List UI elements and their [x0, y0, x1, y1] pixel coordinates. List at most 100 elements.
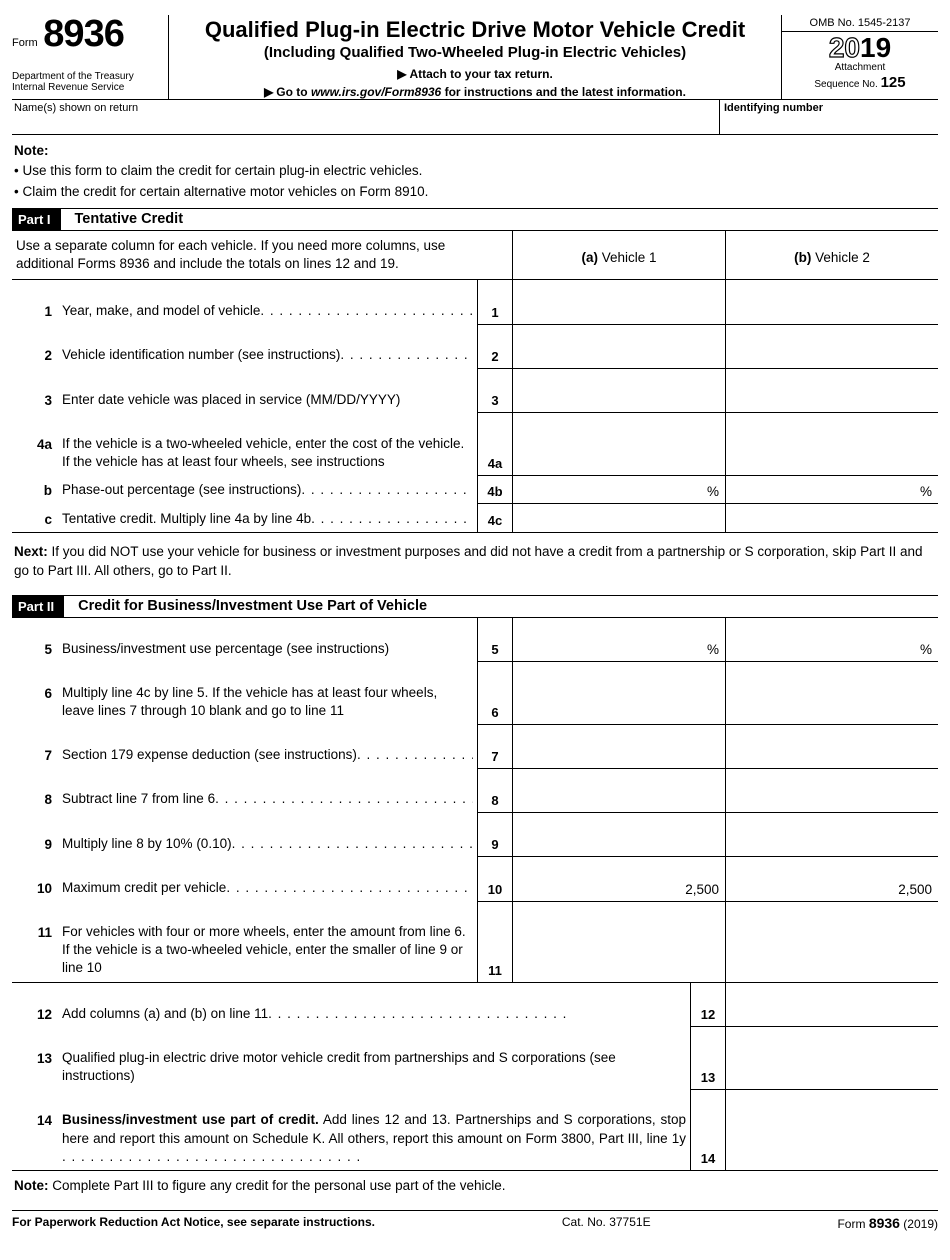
footer-left: For Paperwork Reduction Act Notice, see … — [12, 1215, 375, 1231]
line-4b: b Phase-out percentage (see instructions… — [12, 475, 938, 503]
name-id-row: Name(s) shown on return Identifying numb… — [12, 100, 938, 135]
header-left: Form 8936 Department of the Treasury Int… — [12, 15, 169, 99]
goto-line: ▶Go to www.irs.gov/Form8936 for instruct… — [177, 85, 773, 99]
line-description: Add columns (a) and (b) on line 11 — [62, 983, 691, 1027]
line-ref: 2 — [478, 324, 513, 368]
header-center: Qualified Plug-in Electric Drive Motor V… — [169, 15, 781, 99]
line-4b-vehicle-b[interactable]: % — [726, 475, 939, 503]
line-4c-vehicle-b[interactable] — [726, 504, 939, 533]
line-number: 6 — [12, 662, 62, 724]
name-field[interactable]: Name(s) shown on return — [12, 100, 720, 134]
goto-suffix: for instructions and the latest informat… — [441, 85, 686, 99]
identifying-number-field[interactable]: Identifying number — [720, 100, 938, 134]
line-7-vehicle-a[interactable] — [513, 724, 726, 768]
line-7-vehicle-b[interactable] — [726, 724, 939, 768]
note-lead: Note: — [14, 143, 49, 158]
line-4b-vehicle-a[interactable]: % — [513, 475, 726, 503]
line-5-vehicle-a[interactable]: % — [513, 618, 726, 662]
line-ref: 10 — [478, 857, 513, 901]
part-1-instructions: Use a separate column for each vehicle. … — [12, 231, 478, 280]
goto-url: www.irs.gov/Form8936 — [311, 85, 441, 99]
line-description: Multiply line 8 by 10% (0.10) — [62, 813, 478, 857]
line-description: Enter date vehicle was placed in service… — [62, 369, 478, 413]
line-4a: 4a If the vehicle is a two-wheeled vehic… — [12, 413, 938, 475]
line-ref: 4c — [478, 504, 513, 533]
line-6: 6 Multiply line 4c by line 5. If the veh… — [12, 662, 938, 724]
line-ref: 13 — [691, 1027, 726, 1089]
attachment-sequence: AttachmentSequence No. 125 — [782, 62, 938, 94]
line-4c: c Tentative credit. Multiply line 4a by … — [12, 504, 938, 533]
line-description: If the vehicle is a two-wheeled vehicle,… — [62, 413, 478, 475]
line-ref: 3 — [478, 369, 513, 413]
part-2-header: Part II Credit for Business/Investment U… — [12, 595, 938, 618]
column-b-header: (b) Vehicle 2 — [726, 231, 939, 280]
tax-year: 2019 — [782, 32, 938, 62]
sequence-number: 125 — [881, 74, 906, 91]
line-5-vehicle-b[interactable]: % — [726, 618, 939, 662]
line-4c-vehicle-a[interactable] — [513, 504, 726, 533]
goto-prefix: Go to — [276, 85, 311, 99]
line-7: 7 Section 179 expense deduction (see ins… — [12, 724, 938, 768]
line-number: b — [12, 475, 62, 503]
line-number: 4a — [12, 413, 62, 475]
note-2-lead: Note: — [14, 1178, 49, 1193]
line-9-vehicle-b[interactable] — [726, 813, 939, 857]
dept-line-1: Department of the Treasury — [12, 71, 162, 82]
line-6-vehicle-b[interactable] — [726, 662, 939, 724]
line-number: 7 — [12, 724, 62, 768]
dept-line-2: Internal Revenue Service — [12, 82, 162, 93]
part-1-tag: Part I — [12, 209, 61, 230]
line-description: For vehicles with four or more wheels, e… — [62, 901, 478, 982]
line-3-vehicle-b[interactable] — [726, 369, 939, 413]
part-2-tag: Part II — [12, 596, 64, 617]
line-3-vehicle-a[interactable] — [513, 369, 726, 413]
line-ref: 8 — [478, 768, 513, 812]
next-text: If you did NOT use your vehicle for busi… — [14, 544, 922, 578]
line-1: 1 Year, make, and model of vehicle 1 — [12, 280, 938, 325]
line-14: 14 Business/investment use part of credi… — [12, 1089, 938, 1170]
line-1-vehicle-b[interactable] — [726, 280, 939, 325]
next-note: Next: If you did NOT use your vehicle fo… — [14, 543, 936, 581]
line-13-value[interactable] — [726, 1027, 939, 1089]
sequence-label: Sequence No. — [814, 79, 880, 90]
line-2-vehicle-b[interactable] — [726, 324, 939, 368]
line-8-vehicle-a[interactable] — [513, 768, 726, 812]
line-description: Business/investment use part of credit. … — [62, 1089, 691, 1170]
form-word: Form — [12, 37, 38, 49]
footer-right: Form 8936 (2019) — [837, 1215, 938, 1231]
line-8: 8 Subtract line 7 from line 6 8 — [12, 768, 938, 812]
line-10: 10 Maximum credit per vehicle 10 2,500 2… — [12, 857, 938, 901]
note-bullet-1: • Use this form to claim the credit for … — [14, 163, 422, 178]
line-4a-vehicle-b[interactable] — [726, 413, 939, 475]
line-ref: 14 — [691, 1089, 726, 1170]
line-1-vehicle-a[interactable] — [513, 280, 726, 325]
line-2-vehicle-a[interactable] — [513, 324, 726, 368]
line-description: Tentative credit. Multiply line 4a by li… — [62, 504, 478, 533]
line-13: 13 Qualified plug-in electric drive moto… — [12, 1027, 938, 1089]
form-number: 8936 — [43, 13, 124, 55]
line-number: 2 — [12, 324, 62, 368]
line-ref: 6 — [478, 662, 513, 724]
line-number: 14 — [12, 1089, 62, 1170]
line-9: 9 Multiply line 8 by 10% (0.10) 9 — [12, 813, 938, 857]
line-10-vehicle-a: 2,500 — [513, 857, 726, 901]
line-8-vehicle-b[interactable] — [726, 768, 939, 812]
header-right: OMB No. 1545-2137 2019 AttachmentSequenc… — [781, 15, 938, 99]
line-number: 12 — [12, 983, 62, 1027]
line-11-vehicle-a[interactable] — [513, 901, 726, 982]
note-bullet-2: • Claim the credit for certain alternati… — [14, 184, 428, 199]
line-12: 12 Add columns (a) and (b) on line 11 12 — [12, 983, 938, 1027]
line-description: Subtract line 7 from line 6 — [62, 768, 478, 812]
line-ref: 9 — [478, 813, 513, 857]
line-14-value[interactable] — [726, 1089, 939, 1170]
line-9-vehicle-a[interactable] — [513, 813, 726, 857]
line-number: 9 — [12, 813, 62, 857]
line-6-vehicle-a[interactable] — [513, 662, 726, 724]
line-4a-vehicle-a[interactable] — [513, 413, 726, 475]
line-12-value[interactable] — [726, 983, 939, 1027]
line-11-vehicle-b[interactable] — [726, 901, 939, 982]
line-ref: 11 — [478, 901, 513, 982]
line-ref: 12 — [691, 983, 726, 1027]
next-lead: Next: — [14, 544, 48, 559]
year-outline: 20 — [829, 32, 860, 63]
